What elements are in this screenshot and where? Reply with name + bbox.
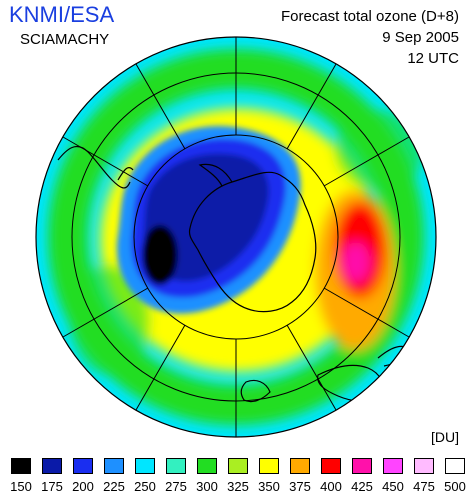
coast-africa xyxy=(240,379,271,403)
legend-tick-label: 500 xyxy=(444,479,466,494)
forecast-date: 9 Sep 2005 xyxy=(382,29,459,46)
legend-tick-label: 150 xyxy=(10,479,32,494)
legend-swatch xyxy=(445,458,465,474)
legend-swatch xyxy=(259,458,279,474)
map-border xyxy=(35,36,437,438)
color-legend: 150 175 200 225 250 275 300 325 350 375 400 425 450 4… xyxy=(0,458,471,500)
legend-tick-label: 325 xyxy=(227,479,249,494)
legend-tick-label: 375 xyxy=(289,479,311,494)
magenta-high xyxy=(342,242,370,282)
coast-south-america xyxy=(57,146,134,189)
graticule xyxy=(62,37,410,437)
legend-swatch xyxy=(73,458,93,474)
legend-tick-label: 450 xyxy=(382,479,404,494)
legend-tick-label: 225 xyxy=(103,479,125,494)
brand-label: KNMI/ESA xyxy=(9,2,115,27)
legend-tick-label: 400 xyxy=(320,479,342,494)
coastlines xyxy=(57,146,411,403)
forecast-time: 12 UTC xyxy=(407,50,459,67)
hole-min xyxy=(142,225,178,285)
instrument-label: SCIAMACHY xyxy=(20,31,110,48)
unit-label: [DU] xyxy=(431,429,459,445)
legend-tick-label: 200 xyxy=(72,479,94,494)
legend-swatch xyxy=(290,458,310,474)
legend-swatch xyxy=(197,458,217,474)
legend-tick-label: 250 xyxy=(134,479,156,494)
legend-swatch xyxy=(135,458,155,474)
product-title: Forecast total ozone (D+8) xyxy=(280,8,459,25)
legend-tick-label: 300 xyxy=(196,479,218,494)
legend-swatch xyxy=(104,458,124,474)
green-patch-east xyxy=(335,110,425,190)
legend-tick-label: 425 xyxy=(351,479,373,494)
legend-tick-label: 350 xyxy=(258,479,280,494)
legend-swatch xyxy=(414,458,434,474)
legend-tick-label: 175 xyxy=(41,479,63,494)
legend-tick-label: 475 xyxy=(413,479,435,494)
coast-antarctica xyxy=(188,163,317,313)
green-patch-west xyxy=(70,265,150,375)
legend-swatch xyxy=(321,458,341,474)
legend-tick-label: 275 xyxy=(165,479,187,494)
legend-swatch xyxy=(42,458,62,474)
legend-swatch xyxy=(228,458,248,474)
legend-swatch xyxy=(352,458,372,474)
legend-swatch xyxy=(166,458,186,474)
legend-swatch xyxy=(383,458,403,474)
legend-swatch xyxy=(11,458,31,474)
ozone-field xyxy=(36,37,436,437)
